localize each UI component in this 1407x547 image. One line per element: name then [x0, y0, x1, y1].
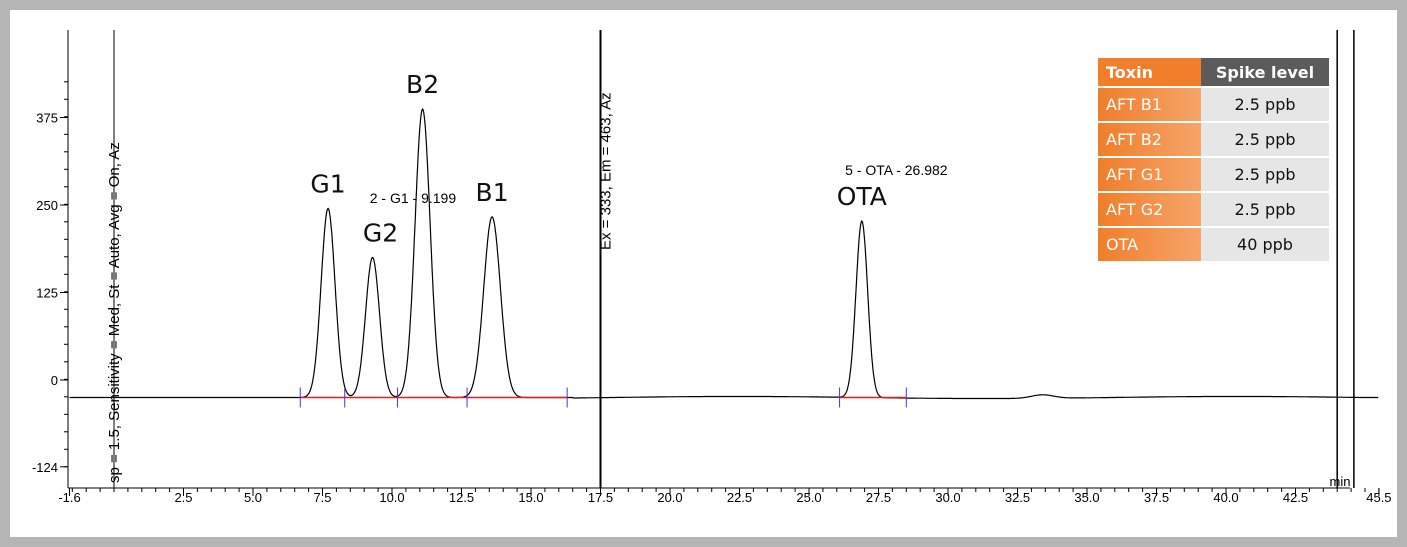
toxin-name: OTA — [1098, 228, 1201, 261]
ticks: 375 250 125 0 -124-1.6 2.5 5.0 7.5 10.0 12.5 15.0 1… — [32, 81, 1392, 505]
table-row: OTA 40 ppb — [1098, 228, 1329, 261]
annotations: sp = 1.5, Sensitivity = Med, St = Auto, … — [106, 70, 948, 483]
y-tick-label: 375 — [36, 111, 58, 126]
toxin-name: AFT B2 — [1098, 123, 1201, 156]
toxin-name: AFT G2 — [1098, 193, 1201, 226]
x-tick-label: 32.5 — [1005, 490, 1030, 505]
x-tick-label: 20.0 — [657, 490, 682, 505]
x-tick-label: -1.6 — [58, 490, 80, 505]
x-tick-label: 42.5 — [1283, 490, 1308, 505]
left-channel-label: sp = 1.5, Sensitivity = Med, St = Auto, … — [106, 142, 123, 483]
table-row: AFT G1 2.5 ppb — [1098, 158, 1329, 191]
toxin-header: Toxin — [1098, 58, 1201, 86]
x-tick-label: 35.0 — [1074, 490, 1099, 505]
x-tick-label: 22.5 — [727, 490, 752, 505]
x-tick-label: 15.0 — [518, 490, 543, 505]
peak-label: G2 — [363, 219, 398, 248]
x-tick-label: 25.0 — [796, 490, 821, 505]
y-tick-label: 0 — [51, 373, 58, 388]
chromatogram-trace — [69, 108, 1379, 400]
chromatogram-frame: 375 250 125 0 -124 -1.6 2.5 5.0 7.5 10.0 12.5 15.0 1… — [10, 10, 1397, 537]
y-tick-label: -124 — [32, 460, 58, 475]
x-tick-label: 40.0 — [1213, 490, 1238, 505]
x-tick-label: 7.5 — [313, 490, 331, 505]
x-tick-label: 12.5 — [449, 490, 474, 505]
toxin-name: AFT G1 — [1098, 158, 1201, 191]
axes — [67, 30, 1355, 489]
x-tick-label: 2.5 — [174, 490, 192, 505]
spike-level-table: Toxin Spike level AFT B1 2.5 ppb AFT B2 … — [1098, 56, 1329, 263]
traces — [69, 108, 1379, 400]
spike-value: 2.5 ppb — [1201, 88, 1329, 121]
integration-marks — [299, 387, 907, 408]
x-tick-label: 27.5 — [866, 490, 891, 505]
x-tick-label: 45.5 — [1366, 490, 1391, 505]
table-row: AFT B1 2.5 ppb — [1098, 88, 1329, 121]
peak-label: B2 — [406, 70, 439, 99]
spike-level-header: Spike level — [1201, 58, 1329, 86]
x-tick-label: 37.5 — [1144, 490, 1169, 505]
spike-value: 2.5 ppb — [1201, 158, 1329, 191]
peak-label: OTA — [837, 182, 887, 211]
spike-value: 2.5 ppb — [1201, 123, 1329, 156]
peak-annotation: 2 - G1 - 9.199 — [370, 190, 457, 206]
x-tick-label: 5.0 — [244, 490, 262, 505]
x-tick-label: 30.0 — [935, 490, 960, 505]
y-tick-label: 250 — [36, 198, 58, 213]
spike-value: 40 ppb — [1201, 228, 1329, 261]
toxin-name: AFT B1 — [1098, 88, 1201, 121]
table-row: AFT G2 2.5 ppb — [1098, 193, 1329, 226]
peak-label: B1 — [476, 178, 509, 207]
table-row: AFT B2 2.5 ppb — [1098, 123, 1329, 156]
right-channel-label: Ex = 333, Em = 463, Az — [598, 92, 615, 250]
x-unit-label: min — [1330, 474, 1351, 489]
x-tick-label: 17.5 — [588, 490, 613, 505]
spike-value: 2.5 ppb — [1201, 193, 1329, 226]
peak-annotation: 5 - OTA - 26.982 — [845, 162, 948, 178]
chromatogram-chart: 375 250 125 0 -124-1.6 2.5 5.0 7.5 10.0 12.5 15.0 1… — [32, 30, 1392, 505]
x-tick-label: 10.0 — [379, 490, 404, 505]
y-tick-label: 125 — [36, 286, 58, 301]
peak-label: G1 — [310, 170, 345, 199]
